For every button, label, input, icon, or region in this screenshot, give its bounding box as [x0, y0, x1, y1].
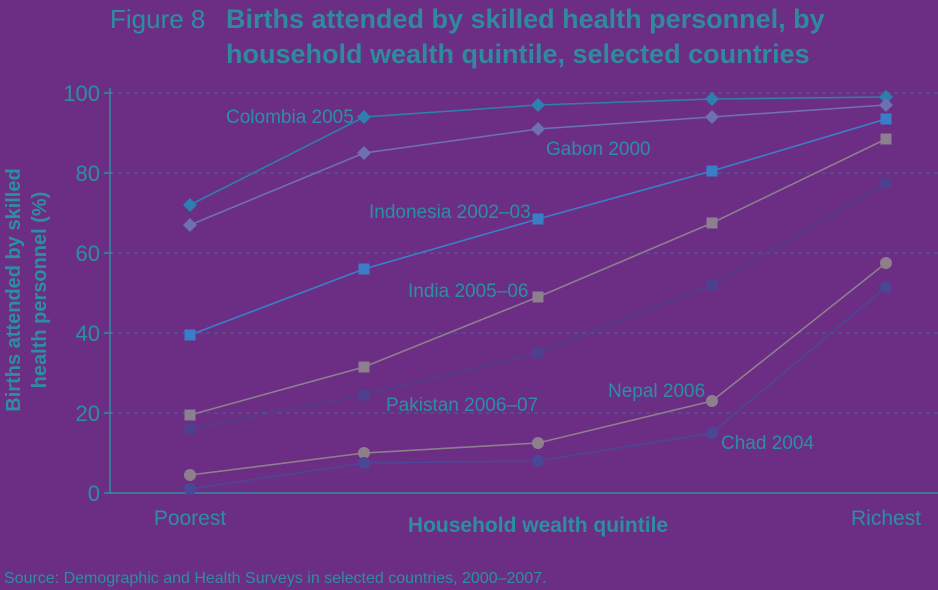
data-point	[184, 483, 196, 495]
chart-title-line-1: Births attended by skilled health person…	[226, 4, 825, 34]
data-point	[880, 177, 892, 189]
data-point	[880, 281, 892, 293]
data-point	[705, 110, 719, 124]
y-tick-label: 80	[76, 161, 100, 186]
y-tick-label: 20	[76, 401, 100, 426]
data-point	[358, 447, 370, 459]
y-axis-label-line-1: Births attended by skilled	[3, 168, 25, 411]
y-axis-ticks: 0 20 40 60 80 100	[63, 81, 112, 506]
data-point	[532, 437, 544, 449]
data-point	[532, 455, 544, 467]
data-point	[184, 409, 196, 421]
data-point	[358, 263, 370, 275]
data-point	[706, 217, 718, 229]
series-markers	[183, 90, 893, 495]
data-point	[705, 92, 719, 106]
source-note: Source: Demographic and Health Surveys i…	[4, 570, 547, 587]
data-point	[706, 165, 718, 177]
data-point	[358, 361, 370, 373]
data-point	[183, 218, 197, 232]
data-point	[184, 329, 196, 341]
data-point	[880, 113, 892, 125]
data-point	[706, 279, 718, 291]
y-tick-label: 100	[63, 81, 100, 106]
data-point	[358, 457, 370, 469]
y-tick-label: 60	[76, 241, 100, 266]
data-point	[183, 198, 197, 212]
x-axis-ticks: Poorest Richest	[154, 507, 921, 530]
series-label: Colombia 2005	[226, 107, 354, 128]
data-point	[706, 395, 718, 407]
figure-number: Figure 8	[110, 4, 205, 34]
series-labels: Colombia 2005 Gabon 2000 Indonesia 2002–03…	[226, 107, 814, 454]
y-tick-label: 0	[88, 481, 100, 506]
data-point	[184, 469, 196, 481]
data-point	[880, 257, 892, 269]
x-tick-label: Poorest	[154, 507, 227, 530]
data-point	[880, 133, 892, 145]
series-label: India 2005–06	[408, 281, 528, 302]
data-point	[357, 146, 371, 160]
data-point	[184, 423, 196, 435]
x-tick-label: Richest	[851, 507, 921, 530]
x-axis-label: Household wealth quintile	[408, 514, 668, 537]
series-label: Pakistan 2006–07	[386, 395, 538, 416]
data-point	[532, 213, 544, 225]
data-point	[532, 347, 544, 359]
series-label: Gabon 2000	[546, 139, 651, 160]
y-tick-label: 40	[76, 321, 100, 346]
series-label: Indonesia 2002–03	[369, 202, 531, 223]
chart-title-line-2: household wealth quintile, selected coun…	[226, 39, 810, 69]
data-point	[532, 291, 544, 303]
data-point	[531, 98, 545, 112]
gridlines	[110, 92, 938, 414]
data-point	[879, 98, 893, 112]
data-point	[357, 110, 371, 124]
series-label: Nepal 2006	[608, 381, 705, 402]
data-point	[879, 90, 893, 104]
data-point	[706, 427, 718, 439]
data-point	[531, 122, 545, 136]
data-point	[358, 389, 370, 401]
series-label: Chad 2004	[721, 433, 814, 454]
y-axis-label-line-2: health personnel (%)	[29, 192, 51, 389]
